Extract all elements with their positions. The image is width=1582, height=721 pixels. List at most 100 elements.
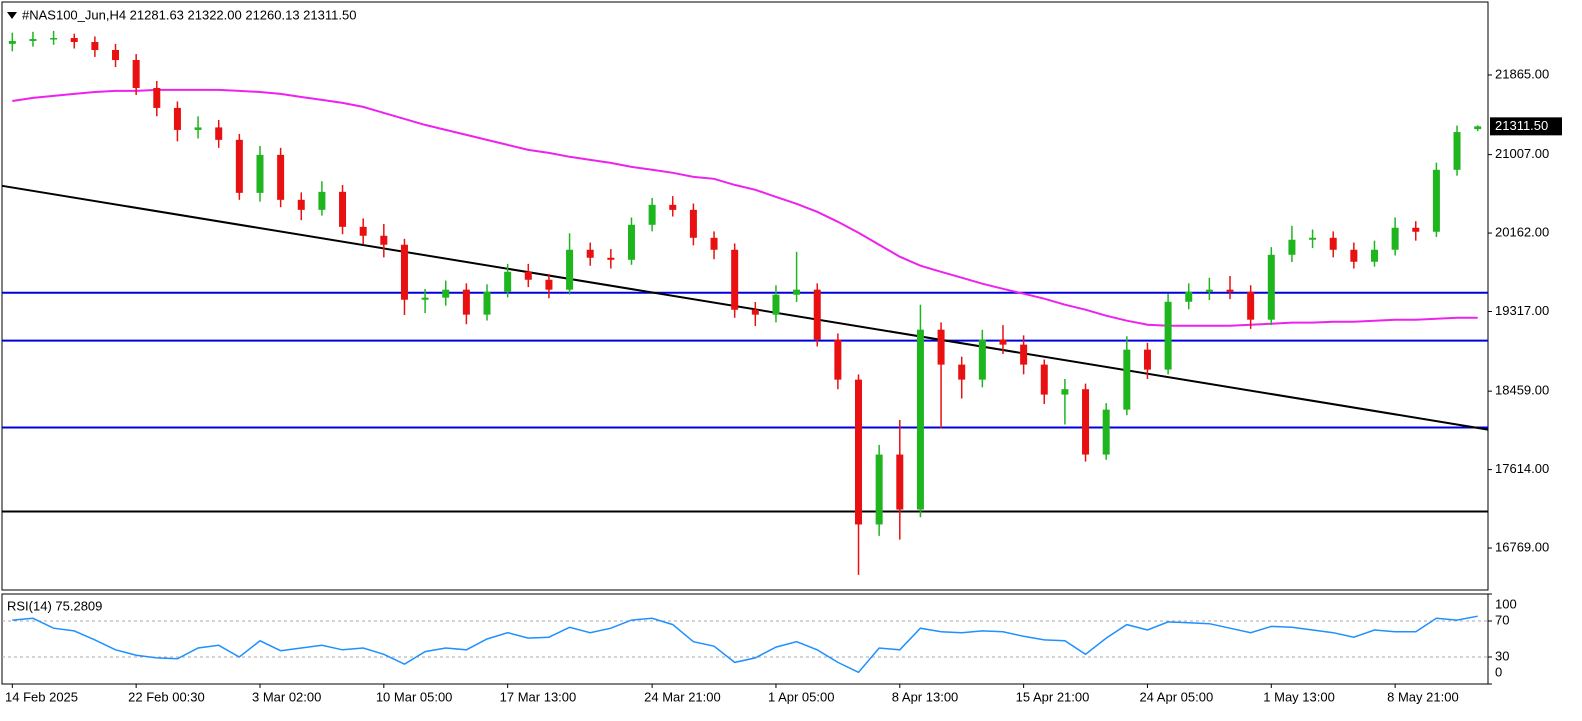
candle-body [1123, 349, 1131, 410]
x-tick-label: 1 Apr 05:00 [768, 689, 835, 704]
candle-body [524, 271, 532, 280]
candle-body [627, 224, 635, 260]
candle-body [153, 87, 161, 108]
candle-body [1309, 237, 1317, 240]
candle-body [1102, 409, 1110, 455]
rsi-tick-label: 70 [1495, 612, 1509, 627]
candle-body [50, 38, 58, 40]
x-tick-label: 24 Mar 21:00 [644, 689, 721, 704]
rsi-line [12, 615, 1478, 674]
candle-body [1185, 291, 1193, 302]
candle-body [669, 204, 677, 210]
candle-body [1350, 249, 1358, 262]
candle-body [916, 329, 924, 510]
candle-body [586, 249, 594, 258]
candle-body [112, 49, 120, 61]
y-tick-label: 16769.00 [1495, 539, 1549, 554]
candle-body [1247, 291, 1255, 320]
candle-body [999, 339, 1007, 345]
candle-body [875, 454, 883, 525]
candle-body [751, 309, 759, 315]
moving-average [12, 88, 1478, 327]
candle-body [813, 289, 821, 340]
candle-body [1288, 239, 1296, 255]
candle-body [937, 329, 945, 365]
candle-body [834, 339, 842, 380]
candle-body [566, 249, 574, 290]
y-tick-label: 19317.00 [1495, 303, 1549, 318]
rsi-tick-label: 30 [1495, 648, 1509, 663]
x-tick-label: 10 Mar 05:00 [376, 689, 453, 704]
candle-body [978, 339, 986, 380]
rsi-tick-label: 0 [1495, 664, 1502, 679]
x-tick-label: 8 May 21:00 [1387, 689, 1459, 704]
x-tick-label: 1 May 13:00 [1263, 689, 1335, 704]
candle-body [442, 289, 450, 298]
y-tick-label: 21865.00 [1495, 66, 1549, 81]
candle-body [1474, 126, 1482, 130]
candle-body [1267, 254, 1275, 320]
x-tick-label: 14 Feb 2025 [5, 689, 78, 704]
x-tick-label: 15 Apr 21:00 [1016, 689, 1090, 704]
candle-body [400, 244, 408, 300]
candle-body [793, 289, 801, 295]
collapse-icon[interactable] [7, 12, 17, 19]
candle-body [380, 235, 388, 245]
candle-body [896, 454, 904, 510]
candle-body [462, 289, 470, 315]
candle-body [235, 139, 243, 193]
candle-body [1412, 227, 1420, 232]
candle-body [421, 297, 429, 300]
candle-body [359, 226, 367, 236]
candle-body [339, 191, 347, 227]
candle-body [277, 154, 285, 200]
rsi-title: RSI(14) 75.2809 [7, 598, 102, 613]
rsi-tick-label: 100 [1495, 596, 1517, 611]
candle-body [483, 291, 491, 315]
candle-body [91, 42, 99, 50]
candle-body [256, 154, 264, 193]
candle-body [1391, 227, 1399, 250]
candle-body [8, 40, 16, 44]
x-tick-label: 22 Feb 00:30 [128, 689, 205, 704]
y-tick-label: 18459.00 [1495, 383, 1549, 398]
candle-body [545, 279, 553, 290]
chart-title: #NAS100_Jun,H4 21281.63 21322.00 21260.1… [22, 7, 356, 22]
candle-body [1082, 389, 1090, 455]
candle-body [1164, 301, 1172, 370]
candle-body [648, 204, 656, 225]
candle-body [29, 39, 37, 41]
candle-body [1329, 237, 1337, 250]
candle-body [1453, 132, 1461, 170]
candle-body [1432, 169, 1440, 232]
y-tick-label: 17614.00 [1495, 461, 1549, 476]
rsi-panel [1, 593, 1489, 685]
main-panel [1, 1, 1489, 591]
candle-body [297, 199, 305, 210]
x-tick-label: 24 Apr 05:00 [1139, 689, 1213, 704]
candle-body [173, 107, 181, 130]
y-tick-label: 21007.00 [1495, 146, 1549, 161]
candle-body [855, 379, 863, 525]
candle-body [194, 127, 202, 130]
last-price-box [1490, 117, 1562, 136]
candle-body [1370, 249, 1378, 262]
candle-body [689, 209, 697, 238]
candle-body [710, 237, 718, 250]
x-tick-label: 17 Mar 13:00 [500, 689, 577, 704]
candle-body [731, 249, 739, 310]
candle-body [607, 257, 615, 260]
trendline [1, 184, 1489, 431]
y-tick-label: 20162.00 [1495, 224, 1549, 239]
candle-body [132, 60, 140, 88]
candle-body [215, 127, 223, 140]
x-tick-label: 8 Apr 13:00 [892, 689, 959, 704]
candle-body [1020, 344, 1028, 365]
candle-body [504, 271, 512, 292]
candle-body [772, 294, 780, 315]
last-price-label: 21311.50 [1495, 118, 1548, 133]
candle-body [1040, 364, 1048, 395]
candle-body [1061, 389, 1069, 395]
candle-body [1205, 289, 1213, 292]
